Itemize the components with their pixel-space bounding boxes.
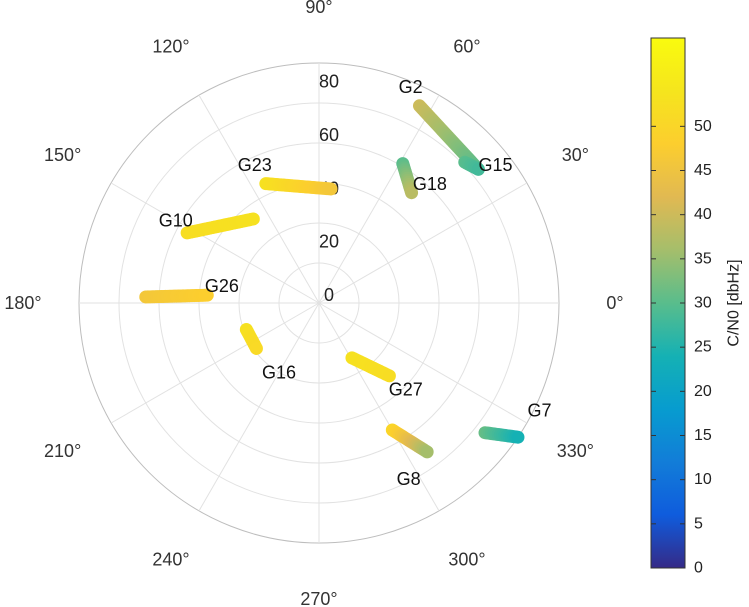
satellite-track [139,288,214,304]
track-point [382,369,396,383]
satellite-label: G2 [399,77,423,97]
track-point [511,430,525,444]
satellite-label: G18 [413,174,447,194]
colorbar-gradient [650,37,686,569]
grid-spoke [198,94,320,304]
angle-tick-label: 120° [152,37,189,57]
colorbar-tick-label: 40 [694,206,712,223]
radius-tick-label: 60 [319,125,339,145]
satellite-track [239,322,263,355]
satellite-labels: G2 G15 G18 G23 G10 G26 G16 G27 G8 G7 [159,77,552,489]
angle-tick-label: 150° [44,145,81,165]
satellite-label: G8 [397,469,421,489]
track-point [249,341,263,355]
radius-tick-label: 0 [324,285,334,305]
angle-tick-label: 180° [4,293,41,313]
satellite-label: G15 [478,155,512,175]
colorbar-tick-label: 0 [694,560,703,577]
satellite-label: G27 [389,380,423,400]
grid-spoke [318,94,440,304]
track-point [246,212,260,226]
colorbar-tick-label: 30 [694,295,712,312]
grid-spoke [318,182,528,304]
angle-tick-label: 210° [44,441,81,461]
colorbar-tick-label: 35 [694,250,712,267]
radius-tick-label: 80 [319,72,339,92]
angle-tick-label: 240° [152,549,189,569]
satellite-label: G7 [527,401,551,421]
colorbar: 0 5 10 15 20 25 30 35 40 45 50 C/N0 [dbHz] [650,37,743,577]
colorbar-tick-label: 45 [694,162,712,179]
track-point [324,182,338,196]
colorbar-tick-label: 25 [694,339,712,356]
angle-tick-label: 30° [562,145,589,165]
satellite-label: G23 [238,155,272,175]
colorbar-tick-label: 50 [694,118,712,135]
track-point [471,162,485,176]
satellite-tracks [139,99,525,459]
grid-spoke [198,302,320,512]
grid-spoke [110,302,320,424]
angle-tick-label: 270° [300,589,337,607]
radius-tick-label: 20 [319,232,339,252]
radius-tick-labels: 020406080 [319,72,339,305]
angle-tick-label: 90° [305,0,332,17]
satellite-track [180,212,260,240]
track-point [420,445,434,459]
grid-spoke [110,182,320,304]
colorbar-label: C/N0 [dbHz] [726,259,743,346]
polar-grid [78,62,560,544]
grid-spoke [318,302,440,512]
angle-tick-labels: 0° 30° 60° 90° 120° 150° 180° 210° 240° 270° 300° 3… [4,0,623,607]
colorbar-ticks: 0 5 10 15 20 25 30 35 40 45 50 [651,118,712,577]
colorbar-tick-label: 5 [694,515,703,532]
satellite-label: G10 [159,210,193,230]
satellite-track [478,426,525,444]
angle-tick-label: 60° [453,37,480,57]
satellite-track [385,423,434,459]
satellite-label: G16 [262,362,296,382]
colorbar-tick-label: 10 [694,471,712,488]
grid-spoke [318,302,528,424]
satellite-track [396,157,419,200]
satellite-track [259,177,338,196]
angle-tick-label: 0° [606,293,623,313]
satellite-track [345,351,396,383]
track-point [405,186,419,200]
satellite-track [458,155,485,176]
angle-tick-label: 330° [557,441,594,461]
satellite-label: G26 [205,276,239,296]
angle-tick-label: 300° [448,549,485,569]
colorbar-tick-label: 15 [694,427,712,444]
colorbar-tick-label: 20 [694,383,712,400]
track-point [200,288,214,302]
